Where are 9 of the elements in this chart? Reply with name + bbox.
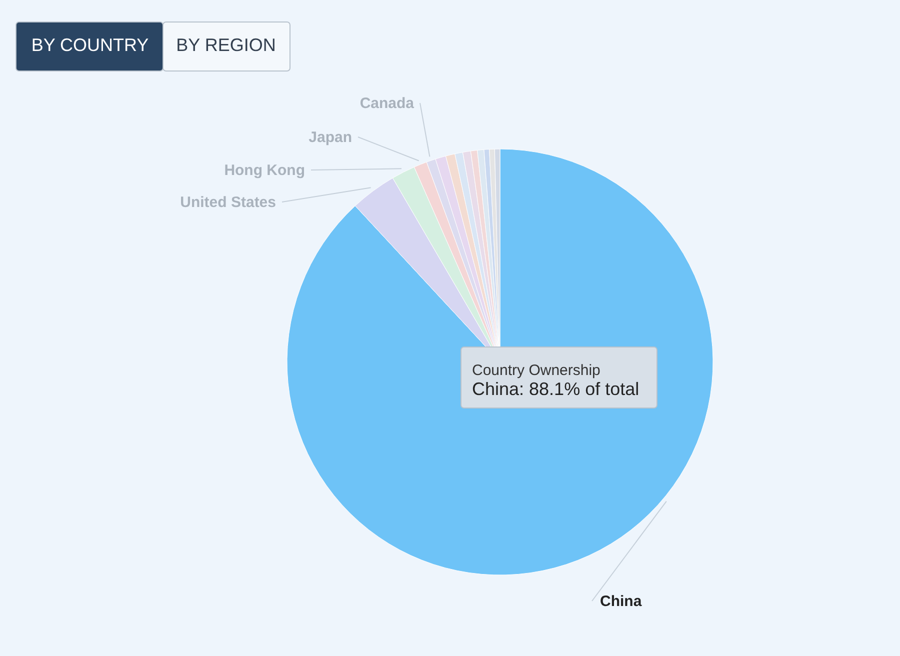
slice-label: Japan bbox=[308, 129, 352, 146]
slice-label: Hong Kong bbox=[224, 162, 305, 179]
text: BY COUNTRY bbox=[31, 35, 149, 55]
text: BY REGION bbox=[176, 35, 276, 55]
text: China: 88.1% of total bbox=[472, 379, 640, 399]
slice-label: United States bbox=[180, 194, 276, 211]
slice-label: China bbox=[600, 593, 642, 610]
text: Country Ownership bbox=[472, 362, 600, 379]
slice-label: Canada bbox=[360, 95, 415, 112]
